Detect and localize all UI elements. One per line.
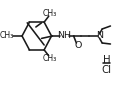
Text: CH₃: CH₃: [0, 32, 13, 40]
Text: CH₃: CH₃: [43, 9, 57, 18]
Text: CH₃: CH₃: [43, 54, 57, 63]
Text: H: H: [103, 55, 111, 65]
Text: N: N: [96, 32, 103, 40]
Text: Cl: Cl: [102, 65, 112, 75]
Text: O: O: [75, 42, 82, 51]
Text: NH: NH: [57, 32, 71, 40]
